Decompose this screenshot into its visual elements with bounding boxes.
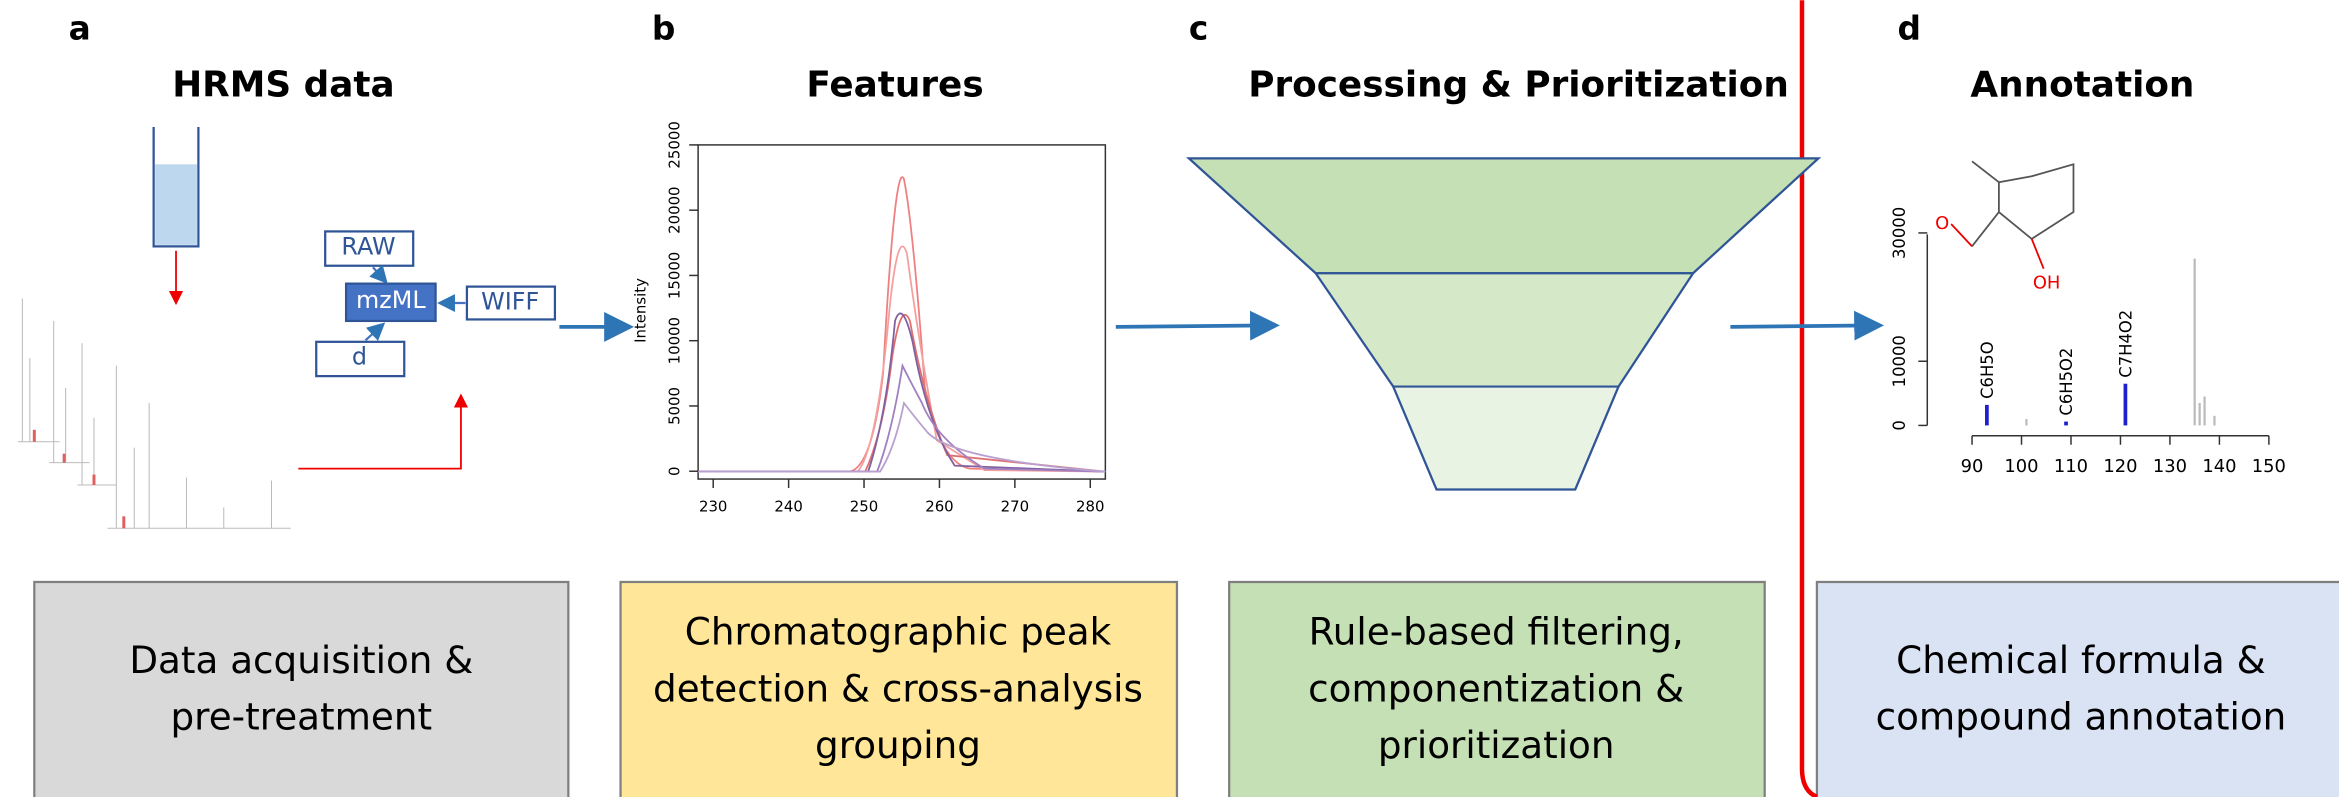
x-tick-label: 140 bbox=[2202, 456, 2236, 477]
x-tick-label: 280 bbox=[1076, 497, 1104, 515]
panel-title: HRMS data bbox=[172, 65, 394, 106]
arrow bbox=[1115, 310, 1280, 341]
description-line: compound annotation bbox=[1876, 695, 2287, 739]
x-tick-label: 110 bbox=[2054, 456, 2088, 477]
peak-label: C6H5O2 bbox=[2057, 348, 2076, 416]
description-line: componentization & bbox=[1308, 666, 1684, 710]
file-box bbox=[465, 285, 557, 321]
y-tick-label: 10000 bbox=[1890, 335, 1909, 387]
x-tick-label: 100 bbox=[2004, 456, 2038, 477]
x-tick-label: 240 bbox=[774, 497, 802, 515]
arrow bbox=[298, 393, 469, 470]
chromatograms bbox=[698, 176, 1106, 473]
peak-label: C7H4O2 bbox=[2116, 310, 2135, 378]
funnel-bottom bbox=[1391, 385, 1621, 491]
box-a bbox=[33, 580, 570, 797]
atom-label: O bbox=[1935, 213, 1949, 234]
box-b bbox=[619, 580, 1179, 797]
y-tick-label: 15000 bbox=[666, 252, 684, 299]
file-format: RAW bbox=[341, 232, 395, 260]
box-c bbox=[1228, 580, 1766, 797]
description-line: Data acquisition & bbox=[129, 638, 473, 682]
description-line: Chemical formula & bbox=[1896, 638, 2266, 682]
x-tick-label: 230 bbox=[699, 497, 727, 515]
x-tick-label: 90 bbox=[1961, 456, 1984, 477]
file-box bbox=[315, 340, 406, 378]
spectra-highlights bbox=[32, 429, 126, 529]
x-tick-label: 120 bbox=[2103, 456, 2137, 477]
peak-label: C6H5O bbox=[1978, 341, 1997, 399]
y-tick-label: 5000 bbox=[666, 387, 684, 425]
file-format: WIFF bbox=[481, 288, 539, 316]
description-line: Rule-based filtering, bbox=[1309, 610, 1684, 654]
panel-letter: b bbox=[652, 10, 675, 48]
liquid bbox=[155, 164, 197, 245]
x-tick-label: 250 bbox=[850, 497, 878, 515]
arrow bbox=[369, 264, 388, 284]
plot-frame bbox=[697, 144, 1107, 480]
file-box bbox=[324, 230, 415, 267]
file-format: mzML bbox=[356, 286, 426, 314]
funnel-top bbox=[1185, 157, 1822, 275]
y-tick-label: 20000 bbox=[666, 186, 684, 233]
x-tick-label: 130 bbox=[2153, 456, 2187, 477]
funnel-middle bbox=[1313, 272, 1696, 388]
panel-letter: a bbox=[69, 10, 91, 48]
description-line: grouping bbox=[815, 723, 981, 767]
y-tick-label: 30000 bbox=[1890, 207, 1909, 259]
file-format: d bbox=[352, 343, 367, 371]
x-tick-label: 270 bbox=[1001, 497, 1029, 515]
file-box bbox=[344, 282, 437, 323]
panel-title: Annotation bbox=[1970, 65, 2194, 106]
panel-letter: d bbox=[1897, 10, 1920, 48]
y-tick-label: 0 bbox=[666, 466, 684, 475]
panel-letter: c bbox=[1189, 10, 1208, 48]
test-tube bbox=[152, 127, 200, 248]
arrow bbox=[364, 322, 386, 342]
spectra-thumbnails bbox=[17, 298, 291, 529]
atom-label: OH bbox=[2033, 273, 2061, 294]
description-line: detection & cross-analysis bbox=[653, 666, 1143, 710]
molecule bbox=[1950, 160, 2075, 270]
y-tick-label: 0 bbox=[1890, 420, 1909, 430]
x-tick-label: 260 bbox=[925, 497, 953, 515]
panel-title: Features bbox=[806, 65, 983, 106]
y-tick-label: 25000 bbox=[666, 121, 684, 168]
axis-label: Intensity bbox=[631, 278, 649, 343]
description-line: prioritization bbox=[1378, 723, 1615, 767]
y-tick-label: 10000 bbox=[666, 317, 684, 364]
panel-title: Processing & Prioritization bbox=[1248, 65, 1789, 106]
description-line: pre-treatment bbox=[171, 695, 433, 739]
x-tick-label: 150 bbox=[2252, 456, 2286, 477]
separator bbox=[1799, 0, 1818, 797]
arrow bbox=[1730, 310, 1885, 341]
description-line: Chromatographic peak bbox=[685, 610, 1112, 654]
box-d bbox=[1815, 580, 2339, 797]
